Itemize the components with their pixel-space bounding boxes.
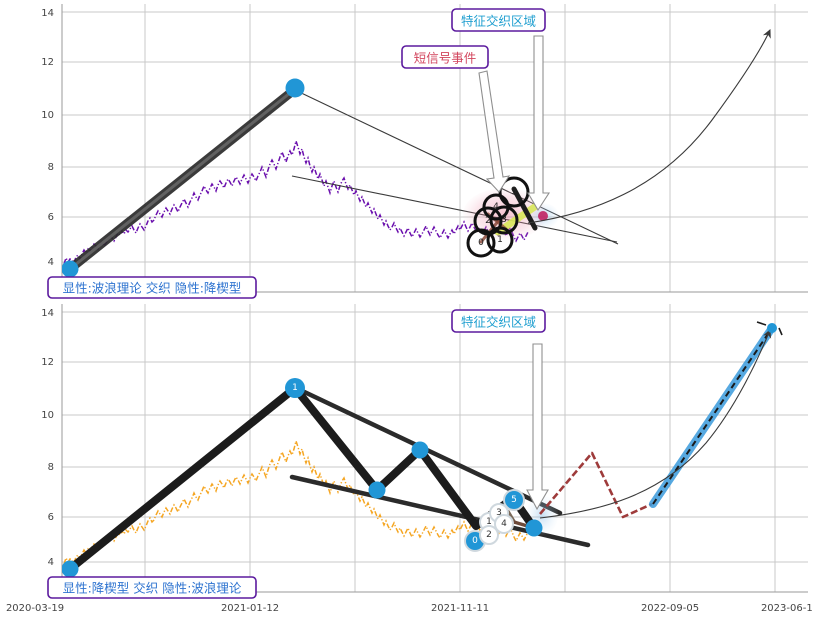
y-tick-label: 10 [41,410,54,421]
y-tick-label: 8 [48,462,54,473]
pivot-marker-label: 1 [292,383,298,393]
forecast-trend-segment [649,324,776,508]
pivot-marker[interactable] [62,560,79,578]
legend-box-top[interactable]: 显性:波浪理论 交织 隐性:降楔型 [47,276,257,299]
legend-label: 显性:降楔型 交织 隐性:波浪理论 [63,581,242,596]
forecast-zigzag [539,451,653,519]
chart-panel-top: 4 6 8 10 12 14 [0,0,813,300]
annotation-arrow-interlace [527,35,551,212]
y-tick-label: 12 [41,357,54,368]
pivot-marker[interactable] [285,78,305,98]
y-tick-label: 6 [48,212,54,223]
x-tick-label: 2021-11-11 [431,603,489,614]
wave-label: 2 [485,216,491,226]
bottom-wave-label-text: 0 1 2 3 4 5 [472,495,517,546]
wave-label: 1 [486,517,492,527]
y-tick-label: 4 [48,557,54,568]
bottom-y-tick-labels: 4 6 8 10 12 14 [41,308,54,568]
forecast-curve-arrow [539,328,772,519]
annotation-box-interlace-top[interactable]: 特征交织区域 [451,8,546,32]
top-plot-background [0,0,813,300]
wave-label: 5 [511,187,517,197]
annotation-arrow-signal [478,70,511,193]
y-tick-label: 12 [41,57,54,68]
x-tick-labels: 2020-03-19 2021-01-12 2021-11-11 2022-09… [6,603,813,614]
pivot-marker[interactable] [411,441,429,459]
wave-label: 3 [496,508,502,518]
forecast-curve-arrow [527,28,771,224]
bottom-panel-svg: 4 6 8 10 12 14 [0,300,813,617]
y-tick-label: 14 [41,8,54,19]
bottom-gridlines [62,304,808,592]
x-tick-label: 2020-03-19 [6,603,64,614]
x-tick-label: 2021-01-12 [221,603,279,614]
annotation-label: 短信号事件 [414,51,477,66]
chart-panel-bottom: 4 6 8 10 12 14 [0,300,813,617]
legend-label: 显性:波浪理论 交织 隐性:降楔型 [63,281,242,296]
top-wave-label-text: 0 1 2 3 4 5 [478,187,517,248]
y-tick-label: 14 [41,308,54,319]
y-tick-label: 8 [48,162,54,173]
top-wedge-lines [291,89,619,245]
y-tick-label: 10 [41,110,54,121]
annotation-box-signal-top[interactable]: 短信号事件 [401,45,489,69]
price-series-bottom [63,438,529,565]
y-tick-label: 6 [48,512,54,523]
bottom-wave-label-circles [464,489,525,552]
wave-label: 0 [472,536,478,546]
legend-box-bottom[interactable]: 显性:降楔型 交织 隐性:波浪理论 [47,576,257,599]
pivot-marker[interactable] [368,481,386,499]
annotation-box-interlace-bottom[interactable]: 特征交织区域 [451,309,546,333]
top-impulse-wave [65,85,299,274]
wave-label: 4 [501,519,507,529]
annotation-label: 特征交织区域 [461,14,536,29]
top-panel-svg: 4 6 8 10 12 14 [0,0,813,300]
y-tick-label: 4 [48,257,54,268]
annotation-label: 特征交织区域 [461,315,536,330]
forecast-endpoint-marker[interactable] [767,323,777,333]
pivot-marker[interactable] [62,260,79,278]
pivot-marker-labeled[interactable]: 1 [285,378,305,398]
annotation-arrow-interlace [526,343,549,511]
wave-label: 5 [511,495,517,505]
wave-label: 4 [493,202,499,212]
wave-label: 2 [486,530,492,540]
top-y-tick-labels: 4 6 8 10 12 14 [41,8,54,268]
wave-label: 1 [497,235,503,245]
pivot-marker[interactable] [525,519,543,537]
x-tick-label: 2022-09-05 [641,603,699,614]
forecast-endpoint-bracket [756,321,783,336]
signal-point [538,211,548,221]
x-tick-label: 2023-06-12 [761,603,813,614]
wave-label: 0 [478,238,484,248]
top-wave-label-circles [466,176,530,258]
wave-label: 3 [501,215,507,225]
